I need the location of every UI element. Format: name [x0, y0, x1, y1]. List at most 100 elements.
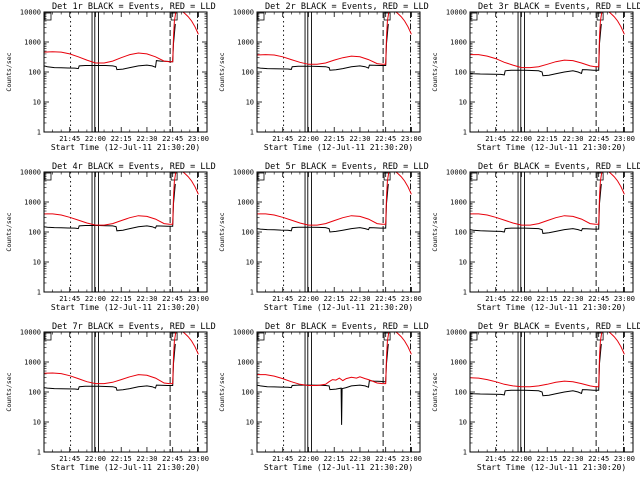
- x-tick-label: 23:00: [188, 455, 209, 463]
- x-axis-label: Start Time (12-Jul-11 21:30:20): [477, 463, 626, 472]
- marker-box: [170, 332, 178, 341]
- x-tick-label: 22:00: [298, 135, 319, 143]
- x-tick-label: 21:45: [272, 455, 293, 463]
- x-tick-label: 21:45: [272, 135, 293, 143]
- x-tick-label: 23:00: [614, 295, 635, 303]
- x-tick-label: 22:15: [537, 455, 558, 463]
- x-tick-label: 21:45: [59, 455, 80, 463]
- x-tick-label: 22:15: [537, 295, 558, 303]
- x-tick-label: 21:45: [485, 135, 506, 143]
- y-tick-label: 10000: [446, 329, 467, 337]
- corner-box-marker: [470, 12, 478, 21]
- x-tick-label: 22:30: [562, 135, 583, 143]
- y-axis-label: Counts/sec: [5, 372, 13, 411]
- y-tick-label: 1000: [450, 199, 467, 207]
- events-series-line: [257, 183, 389, 233]
- y-tick-label: 1000: [237, 359, 254, 367]
- y-tick-label: 100: [241, 389, 254, 397]
- x-tick-label: 23:00: [401, 455, 422, 463]
- x-tick-label: 22:30: [136, 135, 157, 143]
- y-tick-label: 10: [246, 259, 254, 267]
- events-series-line: [44, 183, 176, 232]
- panel-series-group: [257, 172, 412, 233]
- plot-frame: [43, 171, 208, 293]
- x-axis-label: Start Time (12-Jul-11 21:30:20): [264, 143, 413, 152]
- panel-det-4: Det 4r BLACK = Events, RED = LLD Counts/s…: [5, 162, 216, 312]
- y-tick-label: 100: [28, 229, 41, 237]
- marker-box: [596, 12, 604, 21]
- y-tick-label: 10: [459, 419, 467, 427]
- events-series-line: [44, 23, 176, 71]
- marker-box: [170, 172, 178, 181]
- y-tick-label: 1000: [450, 359, 467, 367]
- x-tick-label: 22:30: [349, 135, 370, 143]
- panel-title: Det 5r BLACK = Events, RED = LLD: [265, 162, 429, 172]
- plot-frame: [469, 11, 634, 133]
- x-tick-label: 22:15: [324, 135, 345, 143]
- x-tick-label: 21:45: [485, 455, 506, 463]
- panel-series-group: [44, 172, 199, 232]
- events-series-line: [257, 343, 389, 425]
- y-tick-label: 10000: [233, 169, 254, 177]
- x-tick-label: 23:00: [188, 295, 209, 303]
- y-tick-label: 1: [37, 129, 41, 137]
- x-tick-label: 22:15: [324, 455, 345, 463]
- y-tick-label: 100: [454, 69, 467, 77]
- corner-box-marker: [470, 332, 478, 341]
- y-tick-label: 1: [250, 129, 254, 137]
- x-tick-label: 21:45: [272, 295, 293, 303]
- plot-frame: [43, 11, 208, 133]
- y-tick-label: 100: [454, 389, 467, 397]
- y-tick-label: 10000: [446, 169, 467, 177]
- y-tick-label: 10: [33, 99, 41, 107]
- y-tick-label: 10: [246, 99, 254, 107]
- x-tick-label: 22:45: [162, 455, 183, 463]
- panel-title: Det 6r BLACK = Events, RED = LLD: [478, 162, 640, 172]
- lld-series-line: [44, 172, 199, 226]
- events-series-line: [470, 343, 602, 397]
- y-axis-label: Counts/sec: [431, 372, 439, 411]
- marker-box: [383, 12, 391, 21]
- panel-title: Det 9r BLACK = Events, RED = LLD: [478, 322, 640, 332]
- x-tick-label: 22:45: [375, 295, 396, 303]
- panel-series-group: [470, 172, 625, 234]
- x-axis-label: Start Time (12-Jul-11 21:30:20): [477, 303, 626, 312]
- panel-series-group: [470, 332, 625, 397]
- plot-frame: [469, 171, 634, 293]
- y-tick-label: 10: [459, 99, 467, 107]
- y-tick-label: 10000: [20, 169, 41, 177]
- x-tick-label: 22:00: [85, 455, 106, 463]
- marker-box: [383, 172, 391, 181]
- x-tick-label: 22:30: [349, 295, 370, 303]
- y-tick-label: 1000: [24, 359, 41, 367]
- y-tick-label: 10000: [20, 329, 41, 337]
- panel-title: Det 2r BLACK = Events, RED = LLD: [265, 2, 429, 12]
- y-tick-label: 10000: [233, 9, 254, 17]
- panel-det-2: Det 2r BLACK = Events, RED = LLD Counts/s…: [218, 2, 429, 152]
- y-tick-label: 10000: [233, 329, 254, 337]
- y-tick-label: 10: [33, 259, 41, 267]
- marker-box: [170, 12, 178, 21]
- panel-title: Det 4r BLACK = Events, RED = LLD: [52, 162, 216, 172]
- x-tick-label: 22:30: [562, 295, 583, 303]
- marker-box: [596, 332, 604, 341]
- panel-series-group: [470, 12, 625, 77]
- x-tick-label: 22:00: [85, 135, 106, 143]
- x-tick-label: 22:45: [162, 135, 183, 143]
- x-tick-label: 22:15: [111, 135, 132, 143]
- y-axis-label: Counts/sec: [5, 52, 13, 91]
- y-tick-label: 100: [28, 389, 41, 397]
- panel-title: Det 7r BLACK = Events, RED = LLD: [52, 322, 216, 332]
- plot-frame: [43, 331, 208, 453]
- panel-series-group: [257, 332, 412, 425]
- y-tick-label: 100: [454, 229, 467, 237]
- panel-det-3: Det 3r BLACK = Events, RED = LLD Counts/s…: [431, 2, 640, 152]
- corner-box-marker: [44, 172, 52, 181]
- x-tick-label: 22:15: [324, 295, 345, 303]
- x-tick-label: 22:45: [162, 295, 183, 303]
- marker-box: [596, 172, 604, 181]
- x-tick-label: 22:15: [111, 455, 132, 463]
- x-tick-label: 22:45: [375, 135, 396, 143]
- panel-det-6: Det 6r BLACK = Events, RED = LLD Counts/s…: [431, 162, 640, 312]
- y-tick-label: 10: [246, 419, 254, 427]
